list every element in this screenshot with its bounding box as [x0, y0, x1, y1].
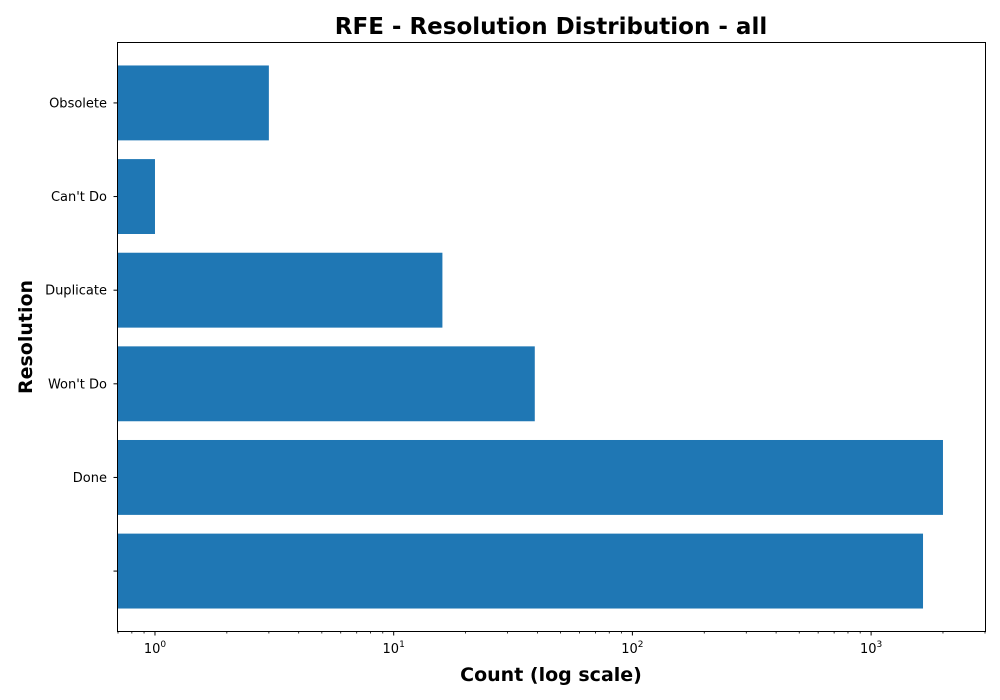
plot-frame: [117, 42, 986, 632]
y-tick-label: Obsolete: [49, 96, 107, 111]
x-axis-label: Count (log scale): [460, 664, 642, 686]
y-tick-label: Won't Do: [48, 377, 107, 392]
y-axis-label: Resolution: [15, 280, 37, 394]
bar-duplicate: [118, 252, 443, 328]
bar-obsolete: [118, 65, 269, 141]
x-axis-ticks: 100 101 102 103: [117, 631, 986, 657]
x-tick-label: 101: [383, 640, 405, 657]
bars-layer: [118, 65, 943, 609]
bar-won-t-do: [118, 346, 535, 422]
y-tick-label: Done: [73, 471, 107, 486]
bar-done: [118, 439, 943, 515]
y-tick-label: Duplicate: [45, 284, 107, 299]
y-tick-label: Can't Do: [51, 190, 107, 205]
x-tick-label: 100: [144, 640, 167, 657]
bar-blank: [118, 533, 924, 609]
bar-can-t-do: [118, 159, 155, 234]
y-axis-ticks: Done Won't Do Duplicate Can't Do Obsolete: [45, 96, 118, 572]
x-tick-label: 103: [860, 640, 882, 657]
x-tick-label: 102: [621, 640, 643, 657]
chart-title: RFE - Resolution Distribution - all: [335, 14, 767, 40]
